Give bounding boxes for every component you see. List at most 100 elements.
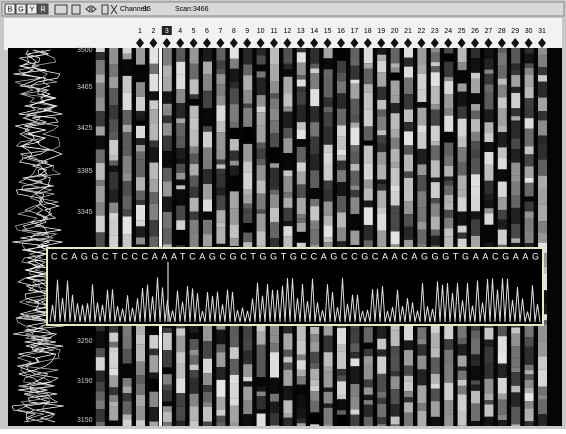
lane-number[interactable]: 5 [192,28,196,35]
lane-number[interactable]: 25 [458,28,466,35]
gel-band [431,182,440,198]
gel-band [270,208,279,218]
gel-band [324,152,333,165]
gel-band [350,123,359,128]
gel-band [109,375,118,387]
gel-band [471,354,480,360]
gel-band [297,92,306,105]
lane-number[interactable]: 29 [511,28,519,35]
gel-band [297,122,306,129]
gel-band [109,140,118,155]
lane-number[interactable]: 10 [257,28,265,35]
gel-band [190,370,199,378]
gel-band [337,161,346,170]
gel-band [471,366,480,380]
lane-number[interactable]: 28 [498,28,506,35]
gel-band [190,154,199,164]
toolbar-button-label[interactable]: Y [30,6,35,13]
toolbar-button-label[interactable]: B [8,6,13,13]
gel-band [203,126,212,131]
gel-band [377,339,386,350]
gel-band [458,344,467,355]
gel-band [337,81,346,93]
gel-band [297,75,306,79]
gel-band [310,68,319,73]
gel-band [525,230,534,243]
lane-number[interactable]: 21 [404,28,412,35]
gel-band [123,210,132,217]
gel-band [484,208,493,213]
lane-number[interactable]: 9 [245,28,249,35]
gel-band [404,227,413,240]
gel-band [417,356,426,370]
gel-band [123,59,132,76]
gel-band [216,174,225,187]
gel-band [377,392,386,398]
gel-band [136,200,145,205]
lane-number[interactable]: 8 [232,28,236,35]
gel-band [149,407,158,422]
lane-number[interactable]: 31 [538,28,546,35]
lane-number[interactable]: 30 [525,28,533,35]
lane-number[interactable]: 11 [270,28,277,35]
lane-number[interactable]: 7 [218,28,222,35]
lane-number[interactable]: 15 [324,28,332,35]
gel-band [243,377,252,381]
gel-band [525,370,534,374]
lane-number[interactable]: 22 [418,28,426,35]
toolbar-button-label[interactable]: R [40,6,45,13]
gel-band [96,48,105,52]
gel-band [377,424,386,426]
gel-band [109,161,118,166]
lane-number[interactable]: 6 [205,28,209,35]
gel-band [484,379,493,394]
lane-number[interactable]: 26 [471,28,479,35]
gel-band [203,325,212,341]
lane-number[interactable]: 13 [297,28,305,35]
gel-band [123,414,132,419]
gel-band [257,386,266,391]
lane-number[interactable]: 12 [284,28,292,35]
lane-number[interactable]: 19 [377,28,385,35]
gel-band [176,148,185,159]
gel-band [417,425,426,426]
gel-band [484,347,493,363]
gel-band [310,89,319,106]
gel-band [350,164,359,171]
lane-number[interactable]: 3 [165,28,169,35]
gel-band [324,237,333,242]
gel-band [404,171,413,178]
lane-number[interactable]: 2 [151,28,155,35]
toolbar-button-label[interactable]: G [18,6,23,13]
gel-band [538,356,547,369]
lane-number[interactable]: 17 [351,28,359,35]
gel-band [136,48,145,65]
lane-number[interactable]: 18 [364,28,372,35]
gel-band [136,145,145,152]
gel-band [444,109,453,116]
lane-number[interactable]: 24 [444,28,452,35]
lane-number[interactable]: 23 [431,28,439,35]
gel-band [96,400,105,409]
lane-number[interactable]: 27 [485,28,493,35]
gel-band [337,352,346,369]
gel-band [538,144,547,159]
lane-number[interactable]: 1 [138,28,142,35]
gel-band [458,233,467,239]
gel-band [216,196,225,211]
gel-band [123,181,132,195]
gel-band [458,386,467,395]
gel-band [136,191,145,201]
gel-band [484,225,493,243]
gel-band [109,105,118,119]
gel-band [270,190,279,195]
gel-band [257,149,266,159]
gel-band [458,197,467,211]
gel-band [216,74,225,84]
lane-number[interactable]: 4 [178,28,182,35]
lane-number[interactable]: 14 [310,28,318,35]
gel-band [216,160,225,165]
gel-band [538,424,547,426]
lane-number[interactable]: 20 [391,28,399,35]
lane-number[interactable]: 16 [337,28,345,35]
